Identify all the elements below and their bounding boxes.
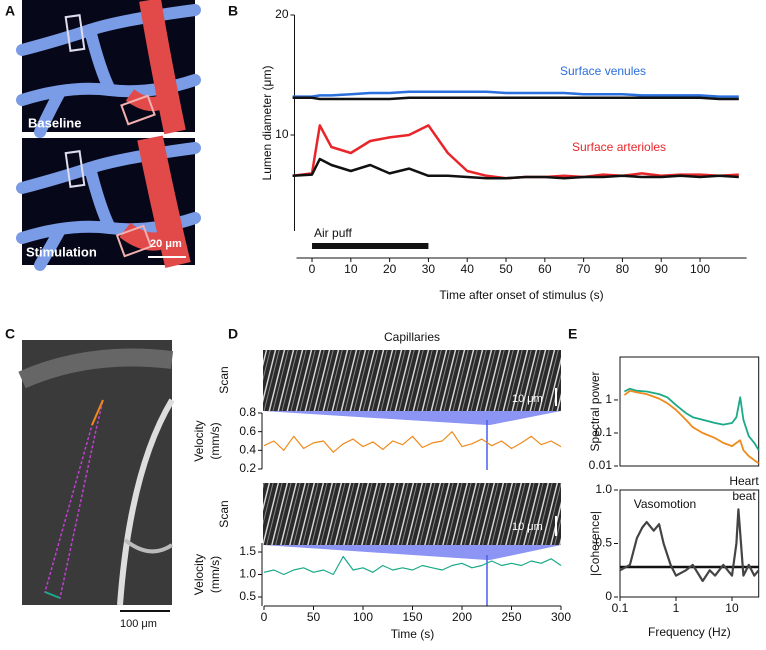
scale-label: 20 μm (150, 238, 182, 250)
x-axis-label: Time after onset of stimulus (s) (439, 288, 603, 302)
x-axis-label: Time (s) (391, 627, 435, 641)
x-tick-label: 1 (673, 601, 680, 615)
x-tick-label: 200 (452, 610, 472, 624)
y-tick-label: 0.4 (239, 443, 256, 457)
series-line (623, 389, 760, 465)
x-tick-label: 70 (577, 262, 591, 276)
y-tick-label: 0.2 (239, 461, 256, 475)
x-tick-label: 10 (344, 262, 358, 276)
y-axis-unit: (mm/s) (208, 422, 222, 459)
y-axis-label: Velocity (192, 554, 206, 595)
scale-label: 100 μm (120, 618, 157, 630)
x-tick-label: 0.1 (612, 601, 629, 615)
y-tick-label: 1 (605, 392, 612, 406)
y-axis-label: Spectral power (588, 371, 602, 451)
stimulus-bar (312, 243, 429, 249)
plot-frame (619, 356, 760, 467)
y-tick-label: 0.8 (239, 405, 256, 419)
x-tick-label: 300 (551, 610, 571, 624)
x-tick-label: 90 (655, 262, 669, 276)
annotation: Vasomotion (634, 497, 696, 511)
y-axis-label: Velocity (192, 420, 206, 461)
y-tick-label: 0.5 (595, 536, 612, 550)
y-tick-label: 10 (275, 127, 289, 141)
x-tick-label: 30 (422, 262, 436, 276)
panel-label: B (228, 3, 238, 19)
annotation: beat (732, 489, 756, 503)
y-axis-unit: (mm/s) (208, 556, 222, 593)
series-label: Surface venules (560, 64, 646, 78)
y-tick-label: 0 (605, 589, 612, 603)
annotation: Heart (729, 474, 759, 488)
y-tick-label: 0.6 (239, 424, 256, 438)
series-line (619, 508, 760, 583)
y-tick-label: 1.0 (595, 482, 612, 496)
y-tick-label: 1.5 (239, 544, 256, 558)
x-tick-label: 60 (538, 262, 552, 276)
scale-label: 10 μm (512, 521, 543, 533)
series-label: Surface arterioles (572, 140, 666, 154)
x-tick-label: 150 (402, 610, 422, 624)
series-line (292, 96, 739, 101)
panel-c-image (18, 340, 175, 612)
stimulus-label: Air puff (314, 226, 352, 240)
x-axis-label: Frequency (Hz) (648, 625, 731, 639)
x-tick-label: 250 (501, 610, 521, 624)
panel-label: E (568, 326, 577, 342)
panel-label: C (5, 326, 15, 342)
scan-label: Scan (217, 500, 231, 527)
image-label: Stimulation (26, 244, 97, 259)
panel-label: A (5, 3, 15, 19)
series-line (623, 387, 760, 451)
x-tick-label: 10 (725, 601, 739, 615)
scale-label: 10 μm (512, 393, 543, 405)
series-line (263, 555, 562, 576)
series-line (263, 431, 562, 453)
y-tick-label: 0.5 (239, 589, 256, 603)
scan-images (263, 350, 561, 606)
panel-label: D (228, 326, 238, 342)
panel-a-images (16, 0, 201, 271)
y-tick-label: 1.0 (239, 567, 256, 581)
x-tick-label: 50 (307, 610, 321, 624)
x-tick-label: 40 (461, 262, 475, 276)
scan-label: Scan (217, 366, 231, 393)
y-tick-label: 20 (275, 7, 289, 21)
series-line (292, 124, 739, 180)
x-tick-label: 100 (690, 262, 710, 276)
y-tick-label: 0.01 (589, 458, 613, 472)
x-tick-label: 50 (499, 262, 513, 276)
y-axis-label: Lumen diameter (μm) (260, 66, 274, 181)
x-tick-label: 20 (383, 262, 397, 276)
x-tick-label: 100 (353, 610, 373, 624)
y-tick-label: 0.1 (595, 425, 612, 439)
x-tick-label: 80 (616, 262, 630, 276)
chart-title: Capillaries (384, 330, 440, 344)
x-tick-label: 0 (309, 262, 316, 276)
series-line (292, 90, 739, 98)
image-label: Baseline (28, 115, 81, 130)
x-tick-label: 0 (261, 610, 268, 624)
series-line (292, 157, 739, 180)
y-axis-label: |Coherence| (588, 511, 602, 576)
